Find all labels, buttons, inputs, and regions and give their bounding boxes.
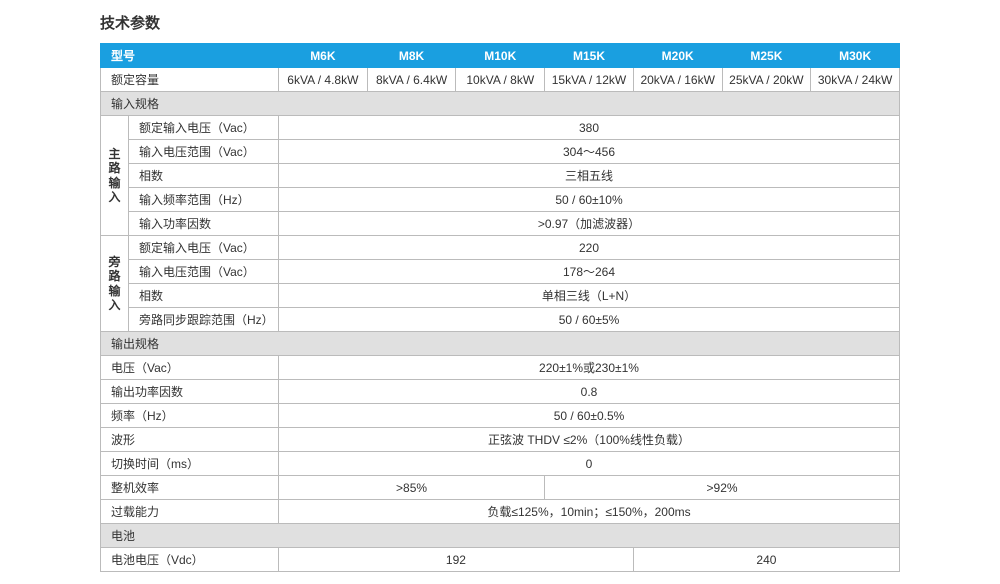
model-col: M10K <box>456 44 545 68</box>
cell: 0 <box>279 452 900 476</box>
row-label: 电池电压（Vdc） <box>101 548 279 572</box>
table-row: 输入电压范围（Vac） 178～264 <box>101 260 900 284</box>
table-row: 过载能力 负载≤125%，10min；≤150%，200ms <box>101 500 900 524</box>
cell: 单相三线（L+N） <box>279 284 900 308</box>
row-label: 额定输入电压（Vac） <box>129 116 279 140</box>
cell: >85% <box>279 476 545 500</box>
row-label: 相数 <box>129 284 279 308</box>
cell: 正弦波 THDV ≤2%（100%线性负载） <box>279 428 900 452</box>
spec-table: 型号 M6K M8K M10K M15K M20K M25K M30K 额定容量… <box>100 43 900 572</box>
cell: 0.8 <box>279 380 900 404</box>
page-title: 技术参数 <box>100 12 900 33</box>
table-row: 主路输入 额定输入电压（Vac） 380 <box>101 116 900 140</box>
main-input-group: 主路输入 <box>101 116 129 236</box>
header-row: 型号 M6K M8K M10K M15K M20K M25K M30K <box>101 44 900 68</box>
cell: >0.97（加滤波器） <box>279 212 900 236</box>
bypass-input-group: 旁路输入 <box>101 236 129 332</box>
row-label: 电压（Vac） <box>101 356 279 380</box>
table-row: 相数 三相五线 <box>101 164 900 188</box>
cell: 10kVA / 8kW <box>456 68 545 92</box>
row-label: 波形 <box>101 428 279 452</box>
cell: >92% <box>545 476 900 500</box>
cell: 178～264 <box>279 260 900 284</box>
row-label: 输出功率因数 <box>101 380 279 404</box>
cell: 220±1%或230±1% <box>279 356 900 380</box>
row-label: 额定容量 <box>101 68 279 92</box>
cell: 三相五线 <box>279 164 900 188</box>
table-row: 电池电压（Vdc） 192 240 <box>101 548 900 572</box>
row-label: 额定输入电压（Vac） <box>129 236 279 260</box>
row-label: 输入功率因数 <box>129 212 279 236</box>
row-label: 频率（Hz） <box>101 404 279 428</box>
row-label: 输入电压范围（Vac） <box>129 140 279 164</box>
cell: 25kVA / 20kW <box>722 68 811 92</box>
table-row: 波形 正弦波 THDV ≤2%（100%线性负载） <box>101 428 900 452</box>
row-label: 旁路同步跟踪范围（Hz） <box>129 308 279 332</box>
section-battery: 电池 <box>101 524 900 548</box>
cell: 240 <box>633 548 899 572</box>
cell: 220 <box>279 236 900 260</box>
table-row: 输入频率范围（Hz） 50 / 60±10% <box>101 188 900 212</box>
cell: 50 / 60±0.5% <box>279 404 900 428</box>
cell: 380 <box>279 116 900 140</box>
model-col: M6K <box>279 44 368 68</box>
row-label: 输入电压范围（Vac） <box>129 260 279 284</box>
cell: 15kVA / 12kW <box>545 68 634 92</box>
table-row: 切换时间（ms） 0 <box>101 452 900 476</box>
table-row: 输入电压范围（Vac） 304～456 <box>101 140 900 164</box>
row-label: 过载能力 <box>101 500 279 524</box>
cell: 50 / 60±10% <box>279 188 900 212</box>
row-label: 切换时间（ms） <box>101 452 279 476</box>
cell: 30kVA / 24kW <box>811 68 900 92</box>
section-output: 输出规格 <box>101 332 900 356</box>
table-row: 旁路同步跟踪范围（Hz） 50 / 60±5% <box>101 308 900 332</box>
section-label: 输入规格 <box>101 92 900 116</box>
cell: 20kVA / 16kW <box>633 68 722 92</box>
cell: 50 / 60±5% <box>279 308 900 332</box>
table-row: 输出功率因数 0.8 <box>101 380 900 404</box>
cell: 304～456 <box>279 140 900 164</box>
row-label: 整机效率 <box>101 476 279 500</box>
section-input: 输入规格 <box>101 92 900 116</box>
row-label: 输入频率范围（Hz） <box>129 188 279 212</box>
table-row: 相数 单相三线（L+N） <box>101 284 900 308</box>
capacity-row: 额定容量 6kVA / 4.8kW 8kVA / 6.4kW 10kVA / 8… <box>101 68 900 92</box>
model-col: M25K <box>722 44 811 68</box>
table-row: 旁路输入 额定输入电压（Vac） 220 <box>101 236 900 260</box>
table-row: 频率（Hz） 50 / 60±0.5% <box>101 404 900 428</box>
cell: 192 <box>279 548 634 572</box>
header-label: 型号 <box>101 44 279 68</box>
cell: 6kVA / 4.8kW <box>279 68 368 92</box>
section-label: 电池 <box>101 524 900 548</box>
cell: 8kVA / 6.4kW <box>367 68 456 92</box>
section-label: 输出规格 <box>101 332 900 356</box>
row-label: 相数 <box>129 164 279 188</box>
cell: 负载≤125%，10min；≤150%，200ms <box>279 500 900 524</box>
model-col: M8K <box>367 44 456 68</box>
table-row: 电压（Vac） 220±1%或230±1% <box>101 356 900 380</box>
model-col: M30K <box>811 44 900 68</box>
table-row: 输入功率因数 >0.97（加滤波器） <box>101 212 900 236</box>
model-col: M20K <box>633 44 722 68</box>
table-row: 整机效率 >85% >92% <box>101 476 900 500</box>
model-col: M15K <box>545 44 634 68</box>
